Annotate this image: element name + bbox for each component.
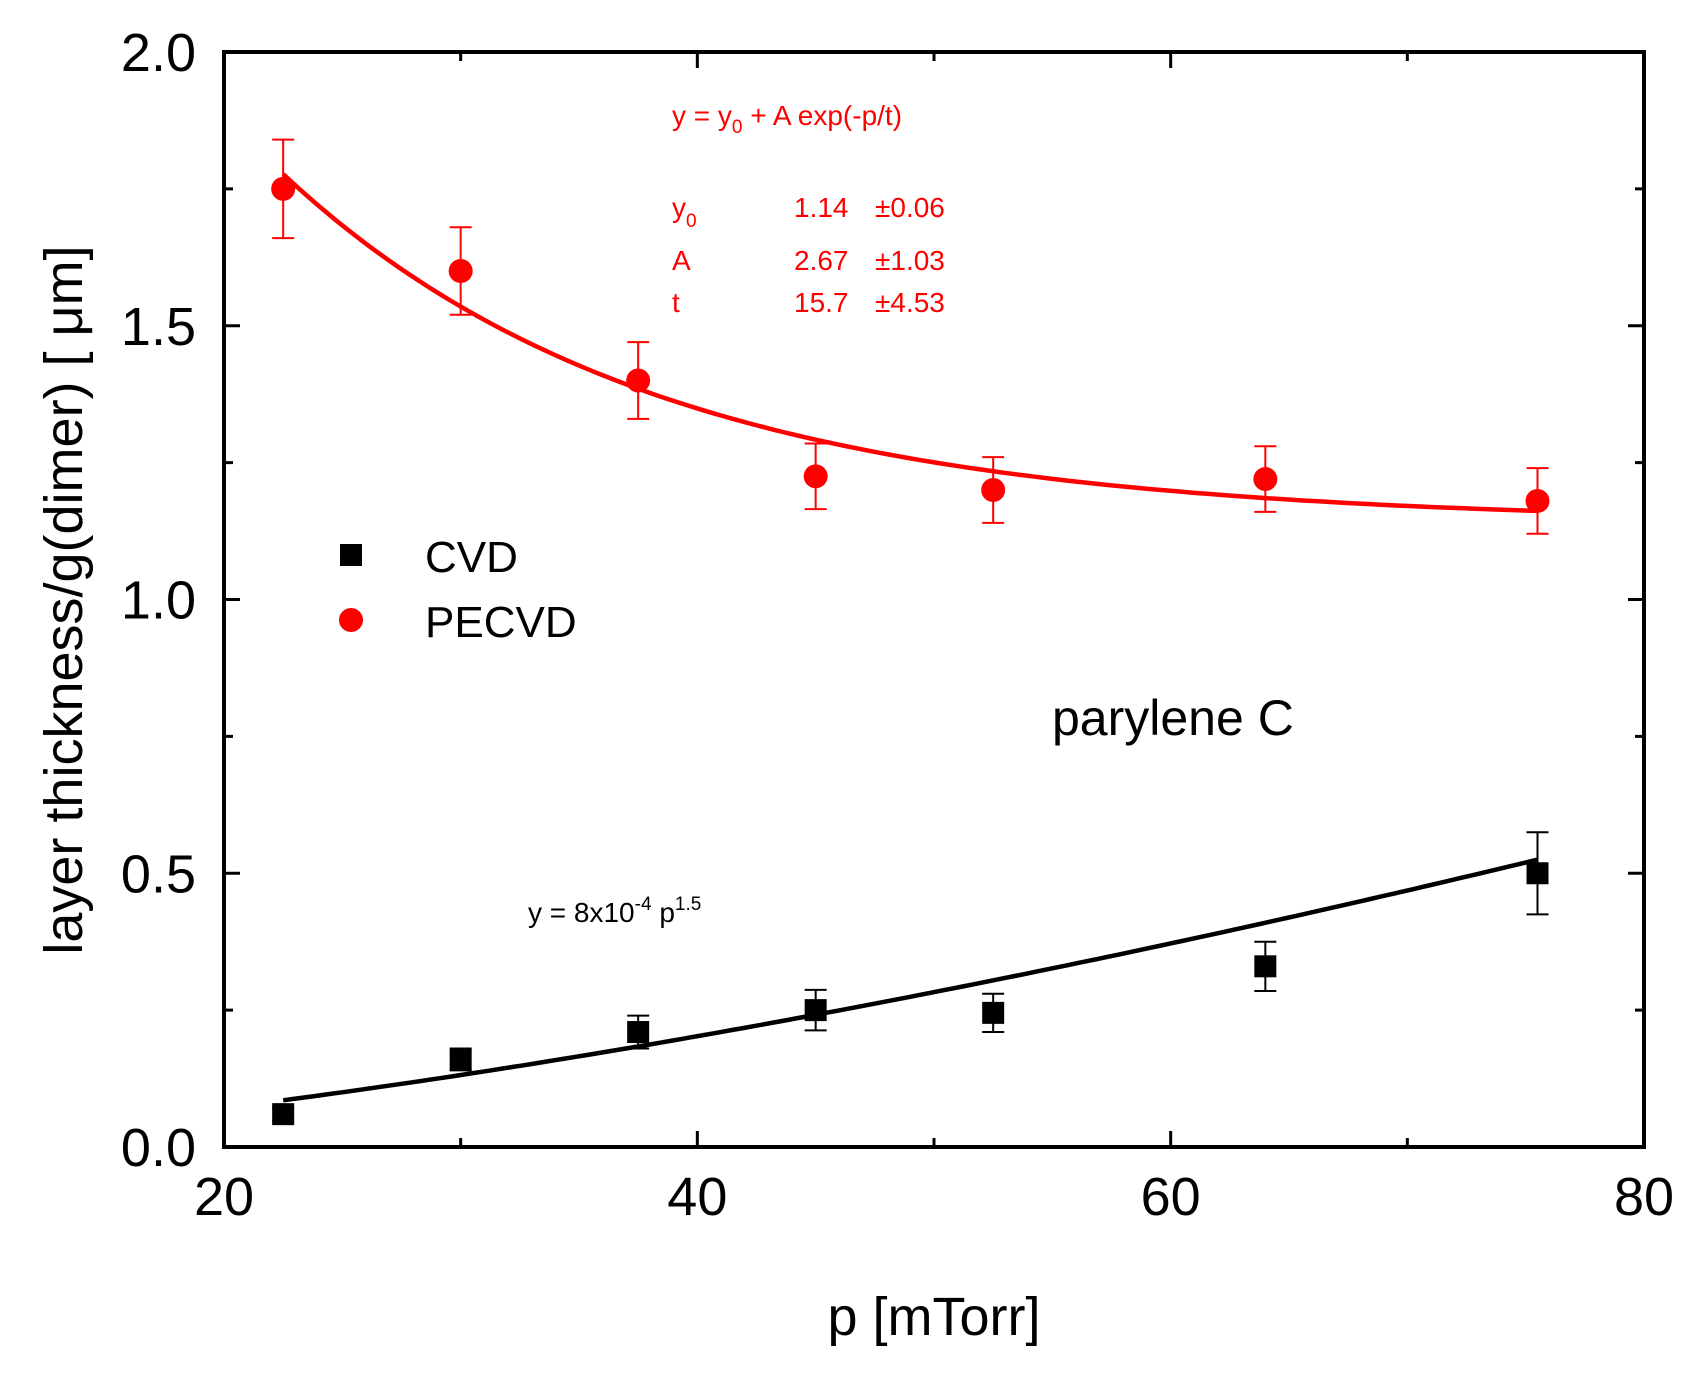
sample-label: parylene C bbox=[1052, 690, 1294, 746]
cvd-data-point bbox=[627, 1021, 650, 1044]
pecvd-data-point bbox=[626, 368, 651, 393]
y-tick-label: 1.0 bbox=[121, 571, 196, 631]
y-tick-label: 0.0 bbox=[121, 1118, 196, 1178]
x-tick-labels: 20 40 60 80 bbox=[194, 1167, 1674, 1227]
y-tick-label: 1.5 bbox=[121, 297, 196, 357]
pecvd-param-error: ±1.03 bbox=[875, 245, 945, 276]
fit-curves bbox=[281, 172, 1539, 1103]
pecvd-data-point bbox=[271, 176, 296, 201]
pecvd-data-point bbox=[803, 464, 828, 489]
x-tick-label: 20 bbox=[194, 1167, 254, 1227]
legend: CVD PECVD bbox=[339, 533, 577, 647]
x-tick-label: 40 bbox=[667, 1167, 727, 1227]
cvd-data-point bbox=[1254, 955, 1277, 978]
legend-cvd-marker bbox=[340, 544, 362, 566]
cvd-data-point bbox=[272, 1103, 295, 1126]
pecvd-data-point bbox=[448, 259, 473, 283]
pecvd-data-point bbox=[981, 478, 1006, 502]
cvd-data-point bbox=[1526, 862, 1549, 885]
x-axis-title: p [mTorr] bbox=[827, 1287, 1040, 1347]
cvd-data-point bbox=[982, 1001, 1005, 1024]
cvd-data-point bbox=[449, 1048, 472, 1071]
pecvd-param-name: t bbox=[672, 287, 680, 318]
axis-ticks bbox=[222, 50, 1646, 1149]
y-tick-label: 2.0 bbox=[121, 23, 196, 83]
pecvd-param-name: A bbox=[672, 245, 691, 276]
cvd-data-point bbox=[804, 999, 827, 1022]
y-axis-title: layer thickness/g(dimer) [ μm] bbox=[34, 245, 94, 954]
x-tick-label: 60 bbox=[1141, 1167, 1201, 1227]
pecvd-param-error: ±0.06 bbox=[875, 192, 945, 223]
cvd-fit-equation: y = 8x10-4 p1.5 bbox=[528, 894, 701, 928]
legend-pecvd-label: PECVD bbox=[425, 598, 577, 647]
pecvd-param-value: 15.7 bbox=[794, 287, 849, 318]
data-markers bbox=[271, 176, 1550, 1126]
y-tick-label: 0.5 bbox=[121, 844, 196, 904]
legend-pecvd-marker bbox=[339, 608, 363, 632]
pecvd-fit-box: y = y0 + A exp(-p/t) y0 1.14 ±0.06 A 2.6… bbox=[672, 100, 945, 318]
pecvd-data-point bbox=[1525, 488, 1550, 513]
y-tick-labels: 0.0 0.5 1.0 1.5 2.0 bbox=[121, 23, 196, 1178]
pecvd-fit-curve bbox=[281, 172, 1538, 514]
legend-cvd-label: CVD bbox=[425, 533, 518, 582]
cvd-fit-curve bbox=[282, 857, 1539, 1103]
pecvd-param-error: ±4.53 bbox=[875, 287, 945, 318]
x-tick-label: 80 bbox=[1614, 1167, 1674, 1227]
pecvd-data-point bbox=[1253, 467, 1278, 492]
pecvd-param-name: y0 bbox=[672, 192, 697, 232]
pecvd-param-value: 2.67 bbox=[794, 245, 849, 276]
pecvd-fit-equation: y = y0 + A exp(-p/t) bbox=[672, 100, 902, 138]
pecvd-param-value: 1.14 bbox=[794, 192, 849, 223]
